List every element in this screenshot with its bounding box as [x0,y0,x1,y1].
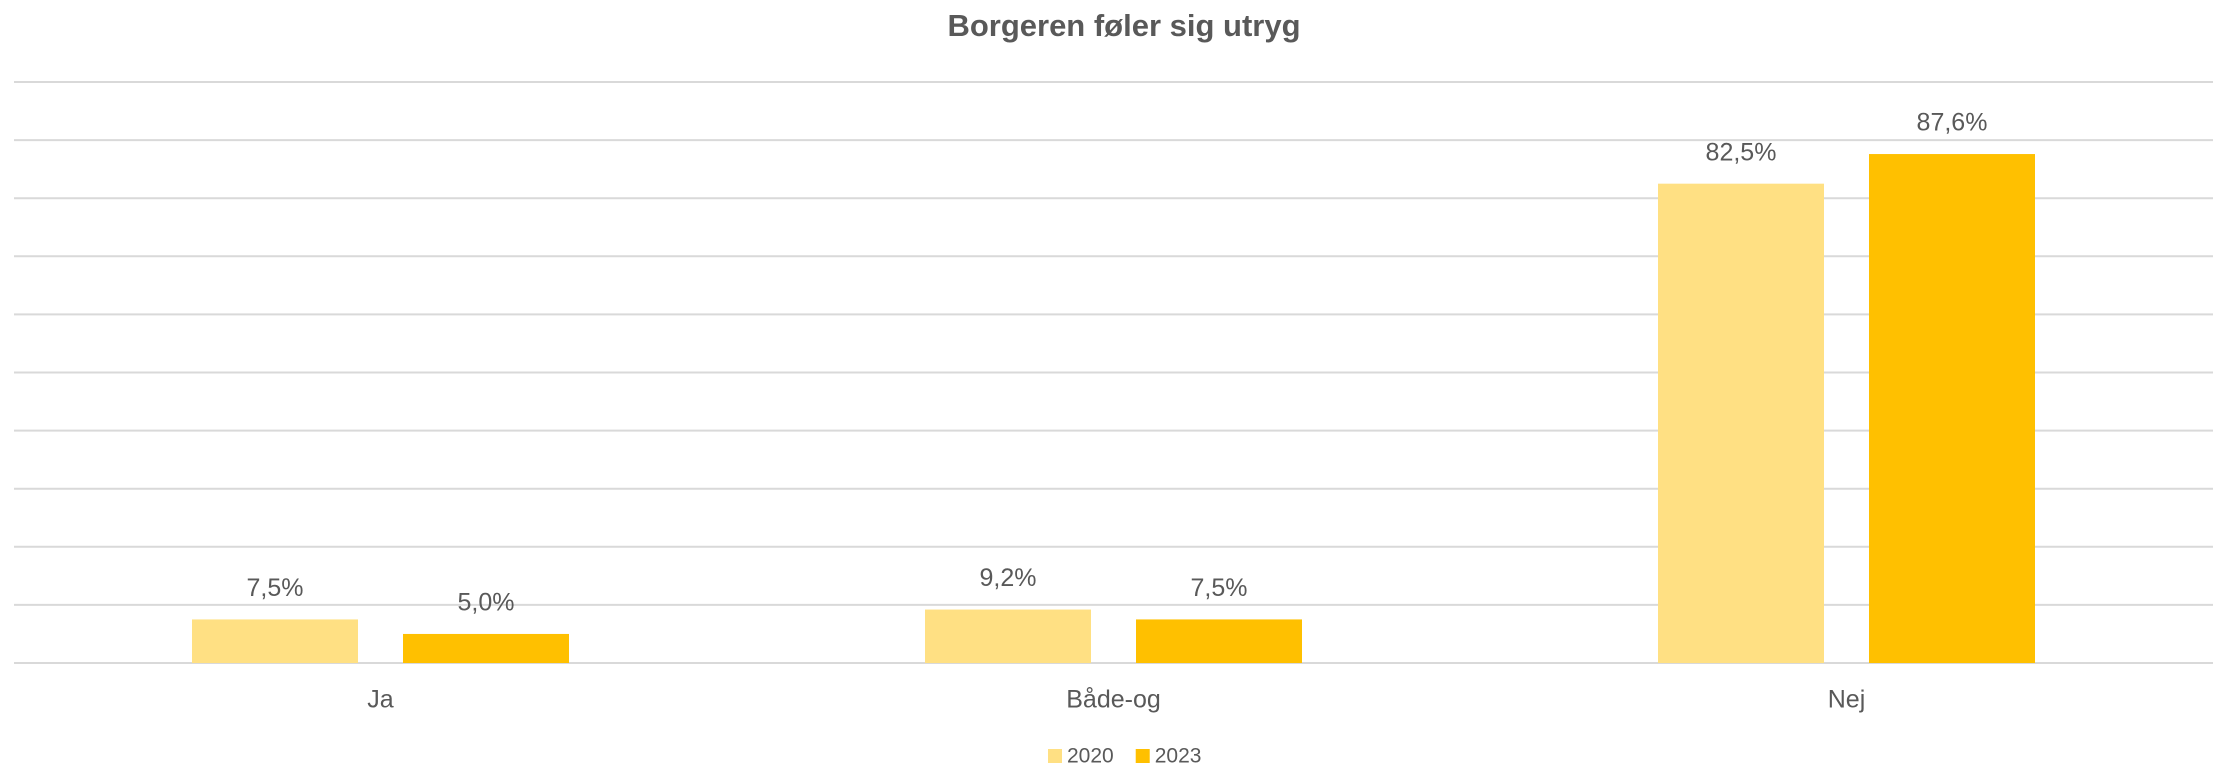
bar [192,619,358,663]
legend-label: 2020 [1067,745,1114,768]
data-label: 87,6% [1917,109,1988,137]
data-label: 9,2% [980,564,1037,592]
legend-swatch [1048,749,1062,763]
bar [1136,619,1302,663]
legend-label: 2023 [1155,745,1202,768]
bar [403,633,569,663]
x-tick-label: Både-og [1066,686,1161,714]
legend-swatch [1135,749,1150,763]
x-tick-label: Ja [367,686,394,714]
bar [1869,154,2035,663]
bar [925,609,1091,663]
chart-title: Borgeren føler sig utryg [947,8,1300,43]
bar [1658,183,1824,664]
data-label: 7,5% [1191,574,1248,602]
data-label: 82,5% [1706,138,1777,166]
x-tick-label: Nej [1828,686,1866,714]
data-label: 5,0% [458,589,515,617]
data-label: 7,5% [247,574,304,602]
